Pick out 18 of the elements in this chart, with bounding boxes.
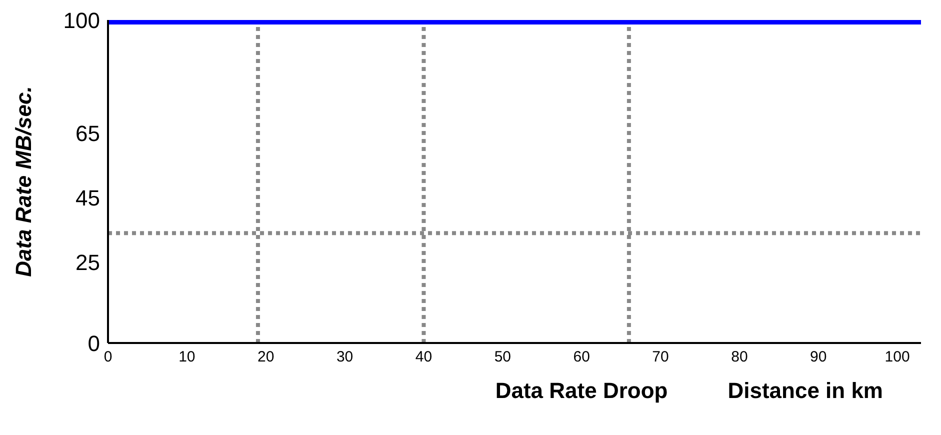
x-tick-label: 20 (258, 348, 274, 366)
x-tick-label: 50 (494, 348, 512, 366)
x-tick-label: 80 (731, 348, 748, 366)
y-axis-title: Data Rate MB/sec. (10, 86, 36, 277)
x-tick-label: 30 (336, 348, 354, 366)
x-tick-label: 90 (810, 348, 827, 366)
x-tick-label: 10 (178, 348, 196, 366)
x-tick-label: 100 (884, 348, 910, 366)
y-tick-label: 100 (63, 8, 100, 33)
x-tick-label: 40 (415, 348, 432, 366)
x-tick-label: 0 (104, 348, 112, 366)
x-tick-label: 60 (573, 348, 590, 366)
x-axis-title: Distance in km (728, 378, 883, 404)
text: Data Rate Droop (495, 378, 668, 404)
y-tick-label: 25 (76, 250, 100, 276)
y-tick-label: 45 (76, 185, 100, 210)
y-tick-label: 65 (76, 120, 100, 146)
x-tick-label: 70 (652, 348, 669, 366)
